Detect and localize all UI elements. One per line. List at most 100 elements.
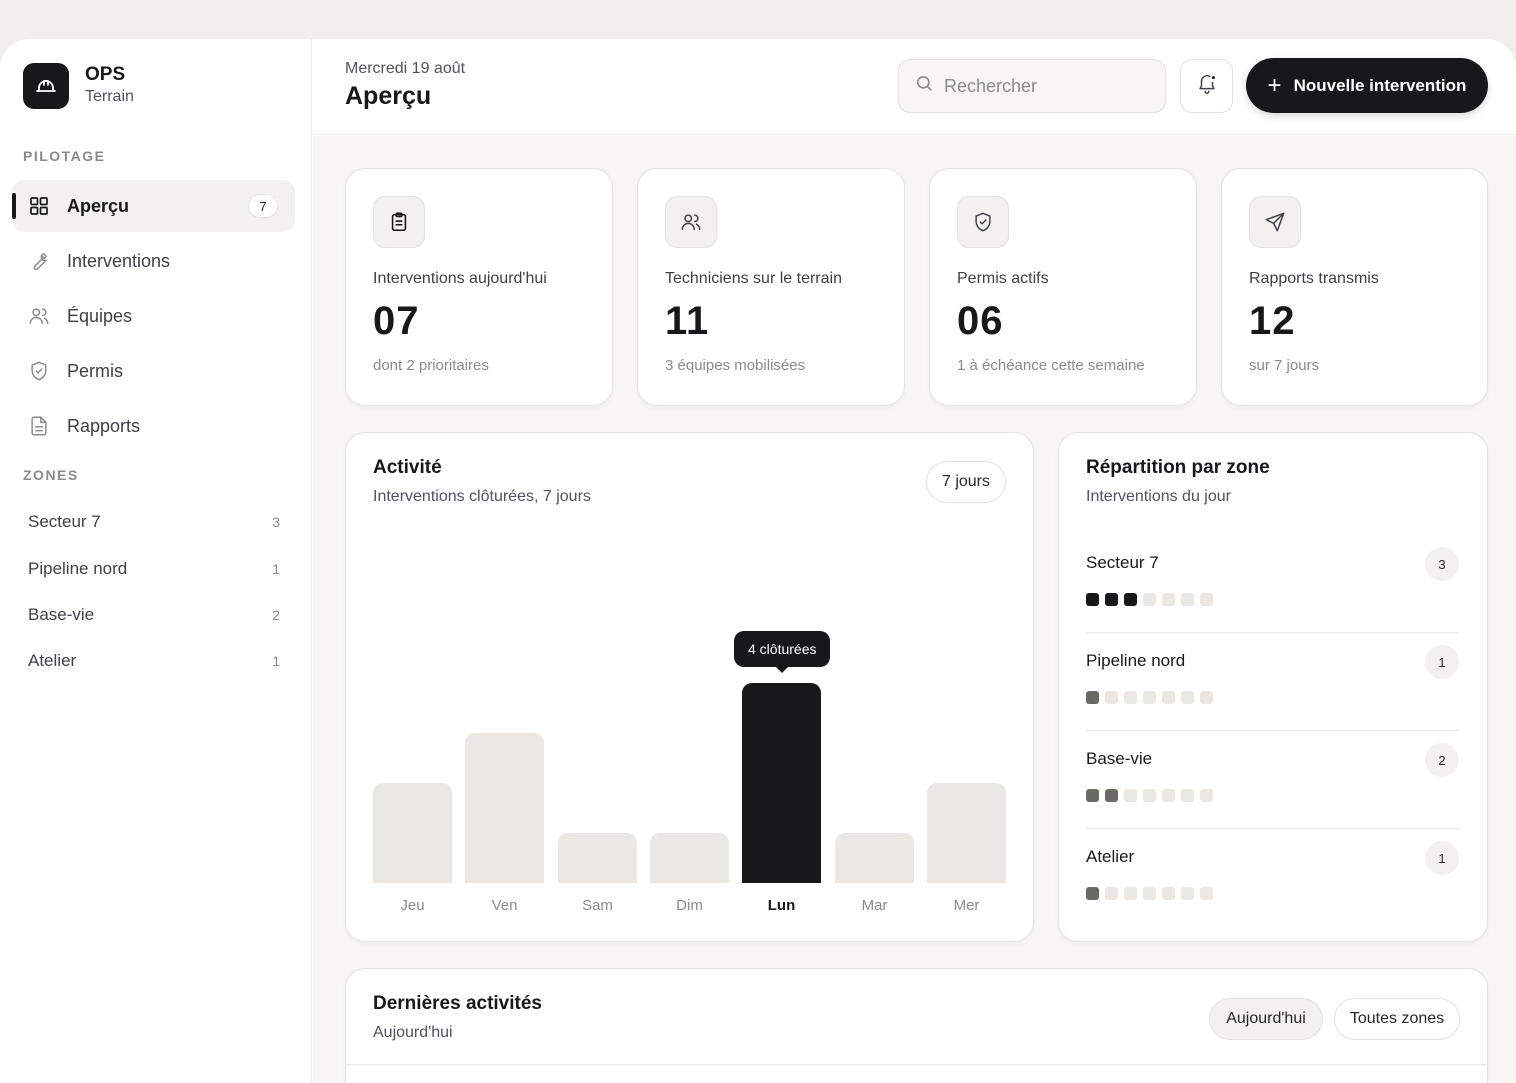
plus-icon: +: [1267, 71, 1282, 99]
level-dot: [1181, 691, 1194, 704]
zone-row[interactable]: Atelier 1: [1086, 829, 1459, 927]
search-icon: [915, 74, 934, 98]
stat-card-rapports[interactable]: Rapports transmis 12 sur 7 jours: [1221, 168, 1488, 406]
level-dot: [1200, 593, 1213, 606]
chart-bar-dim[interactable]: [650, 833, 729, 883]
stat-note: sur 7 jours: [1249, 357, 1320, 374]
chart-tooltip: 4 clôturées: [734, 631, 831, 673]
zone-count: 2: [272, 607, 280, 623]
activity-subtitle: Interventions clôturées, 7 jours: [373, 488, 591, 505]
zones-title: Répartition par zone: [1086, 457, 1270, 478]
activity-title: Activité: [373, 457, 442, 478]
level-dot: [1105, 593, 1118, 606]
zone-count-badge: 3: [1425, 547, 1459, 581]
sidebar-item-label: Interventions: [67, 250, 171, 271]
level-dot: [1200, 789, 1213, 802]
zone-row[interactable]: Secteur 7 3: [1086, 535, 1459, 633]
zone-label: Atelier: [28, 651, 77, 670]
shield-check-icon: [957, 196, 1009, 248]
hard-hat-icon: [23, 63, 69, 109]
main-content: Interventions aujourd'hui 07 dont 2 prio…: [313, 136, 1516, 1083]
level-dot: [1105, 887, 1118, 900]
zone-row[interactable]: Pipeline nord 1: [1086, 633, 1459, 731]
chart-bar-mer[interactable]: [927, 783, 1006, 883]
zone-level-dots: [1086, 593, 1219, 606]
search-box[interactable]: [898, 59, 1166, 113]
chart-bar-sam[interactable]: [558, 833, 637, 883]
zone-label: Base-vie: [28, 605, 95, 624]
notifications-button[interactable]: [1180, 59, 1233, 113]
level-dot: [1200, 691, 1213, 704]
sidebar-item-label: Rapports: [67, 415, 141, 436]
sidebar-item-permis[interactable]: Permis: [12, 345, 295, 397]
stat-label: Techniciens sur le terrain: [665, 270, 842, 287]
level-dot: [1143, 691, 1156, 704]
filter-today-button[interactable]: Aujourd'hui: [1209, 998, 1323, 1040]
sidebar-item-apercu[interactable]: Aperçu 7: [12, 180, 295, 232]
level-dot: [1162, 593, 1175, 606]
stat-value: 11: [665, 299, 710, 343]
stat-note: dont 2 prioritaires: [373, 357, 489, 374]
sidebar-item-rapports[interactable]: Rapports: [12, 400, 295, 452]
sidebar-zone-secteur-7[interactable]: Secteur 7 3: [28, 510, 280, 534]
send-icon: [1249, 196, 1301, 248]
recent-activity-card: Dernières activités Aujourd'hui Aujourd'…: [345, 968, 1488, 1083]
level-dot: [1124, 691, 1137, 704]
stat-card-permis[interactable]: Permis actifs 06 1 à échéance cette sema…: [929, 168, 1197, 406]
sidebar-item-equipes[interactable]: Équipes: [12, 290, 295, 342]
zone-name: Secteur 7: [1086, 553, 1159, 572]
stat-value: 06: [957, 299, 1004, 343]
top-header: Mercredi 19 août Aperçu + Nouvelle inter…: [313, 39, 1516, 135]
level-dot: [1105, 691, 1118, 704]
sidebar-item-interventions[interactable]: Interventions: [12, 235, 295, 287]
range-selector-button[interactable]: 7 jours: [926, 461, 1006, 503]
recent-title: Dernières activités: [373, 993, 542, 1014]
wrench-icon: [28, 250, 50, 272]
brand-name: OPS: [85, 64, 126, 85]
page-title: Aperçu: [345, 82, 432, 110]
stat-card-interventions[interactable]: Interventions aujourd'hui 07 dont 2 prio…: [345, 168, 613, 406]
users-icon: [665, 196, 717, 248]
filter-all-zones-button[interactable]: Toutes zones: [1334, 998, 1460, 1040]
document-icon: [28, 415, 50, 437]
zone-row[interactable]: Base-vie 2: [1086, 731, 1459, 829]
divider: [346, 1064, 1487, 1065]
section-label-zones: ZONES: [23, 467, 79, 483]
level-dot: [1143, 887, 1156, 900]
bell-icon: [1196, 73, 1218, 100]
brand[interactable]: OPS Terrain: [23, 63, 134, 109]
chart-bar-lun[interactable]: [742, 683, 821, 883]
brand-subtitle: Terrain: [85, 88, 134, 105]
zone-level-dots: [1086, 691, 1219, 704]
users-icon: [28, 305, 50, 327]
chart-bar-ven[interactable]: [465, 733, 544, 883]
level-dot: [1105, 789, 1118, 802]
shield-icon: [28, 360, 50, 382]
level-dot: [1143, 789, 1156, 802]
sidebar-zone-base-vie[interactable]: Base-vie 2: [28, 603, 280, 627]
new-intervention-button[interactable]: + Nouvelle intervention: [1246, 58, 1488, 113]
activity-card: Activité Interventions clôturées, 7 jour…: [345, 432, 1034, 942]
search-input[interactable]: [944, 75, 1144, 97]
level-dot: [1162, 691, 1175, 704]
level-dot: [1086, 593, 1099, 606]
chart-bar-mar[interactable]: [835, 833, 914, 883]
stat-label: Permis actifs: [957, 270, 1049, 287]
sidebar-zone-pipeline-nord[interactable]: Pipeline nord 1: [28, 557, 280, 581]
stat-value: 07: [373, 299, 420, 343]
chart-bar-jeu[interactable]: [373, 783, 452, 883]
sidebar-item-label: Équipes: [67, 305, 133, 326]
clipboard-icon: [373, 196, 425, 248]
level-dot: [1124, 887, 1137, 900]
zone-count: 3: [272, 514, 280, 530]
stat-label: Interventions aujourd'hui: [373, 270, 547, 287]
zone-label: Secteur 7: [28, 512, 101, 531]
sidebar-zone-atelier[interactable]: Atelier 1: [28, 649, 280, 673]
stat-note: 3 équipes mobilisées: [665, 357, 806, 374]
level-dot: [1124, 789, 1137, 802]
zone-level-dots: [1086, 789, 1219, 802]
stat-card-techniciens[interactable]: Techniciens sur le terrain 11 3 équipes …: [637, 168, 905, 406]
count-badge: 7: [248, 194, 278, 218]
zones-subtitle: Interventions du jour: [1086, 488, 1231, 505]
level-dot: [1200, 887, 1213, 900]
